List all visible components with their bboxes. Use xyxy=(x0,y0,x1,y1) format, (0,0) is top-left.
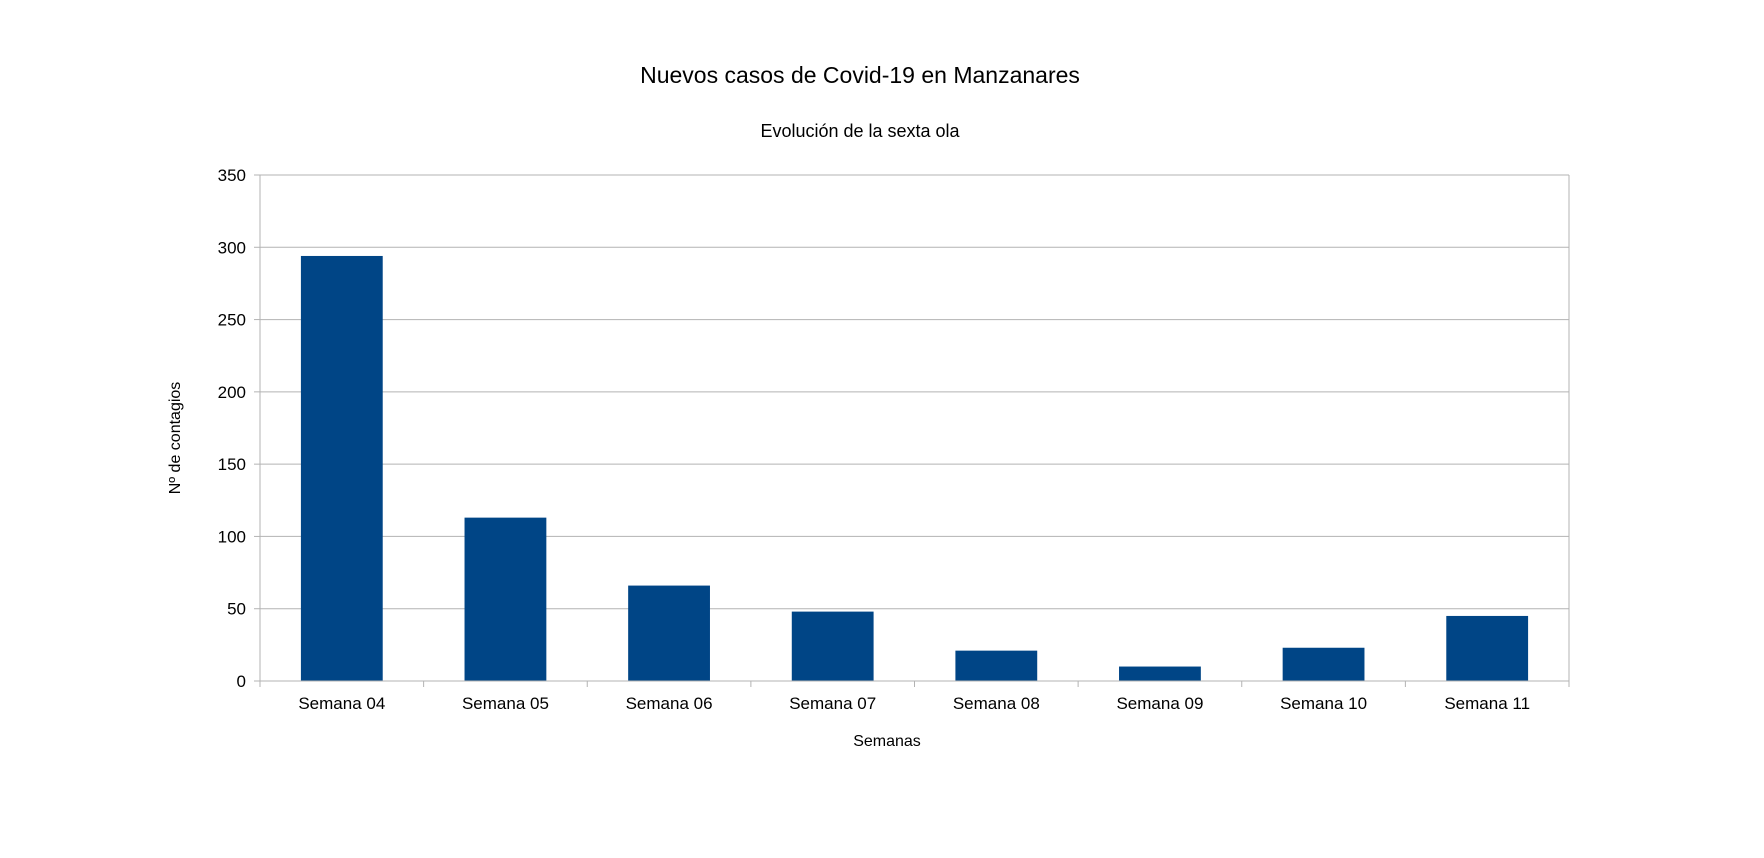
bar-semana-06 xyxy=(628,585,710,681)
bar-semana-09 xyxy=(1119,666,1201,681)
y-tick-label: 0 xyxy=(237,672,246,691)
bar-semana-07 xyxy=(791,611,874,681)
y-tick-label: 100 xyxy=(218,527,246,546)
y-tick-label: 150 xyxy=(218,455,246,474)
chart-title: Nuevos casos de Covid-19 en Manzanares xyxy=(640,62,1080,88)
axes xyxy=(254,174,1570,687)
bar-semana-08 xyxy=(955,650,1038,681)
bar-semana-10 xyxy=(1282,647,1365,681)
x-tick-label: Semana 05 xyxy=(462,694,549,713)
x-tick-label: Semana 06 xyxy=(626,694,713,713)
x-tick-labels: Semana 04 Semana 05 Semana 06 Semana 07 Sema… xyxy=(298,694,1530,713)
bar-semana-11 xyxy=(1446,615,1529,681)
y-tick-labels: 0 50 100 150 200 250 300 350 xyxy=(218,166,246,691)
x-tick-label: Semana 09 xyxy=(1116,694,1203,713)
x-tick-label: Semana 11 xyxy=(1444,694,1530,713)
x-axis-label: Semanas xyxy=(853,733,921,750)
gridlines xyxy=(260,174,1569,610)
y-axis-label: Nº de contagios xyxy=(167,382,184,495)
x-tick-label: Semana 07 xyxy=(789,694,876,713)
y-tick-label: 350 xyxy=(218,166,246,185)
y-tick-label: 250 xyxy=(218,311,246,330)
y-tick-label: 200 xyxy=(218,383,246,402)
y-tick-label: 300 xyxy=(218,238,246,257)
y-tick-label: 50 xyxy=(227,600,246,619)
bar-semana-04 xyxy=(300,255,383,681)
bar-semana-05 xyxy=(464,517,547,681)
x-tick-label: Semana 10 xyxy=(1280,694,1367,713)
bars xyxy=(300,255,1529,681)
x-tick-label: Semana 04 xyxy=(298,694,385,713)
x-tick-label: Semana 08 xyxy=(953,694,1040,713)
chart-subtitle: Evolución de la sexta ola xyxy=(760,121,960,141)
